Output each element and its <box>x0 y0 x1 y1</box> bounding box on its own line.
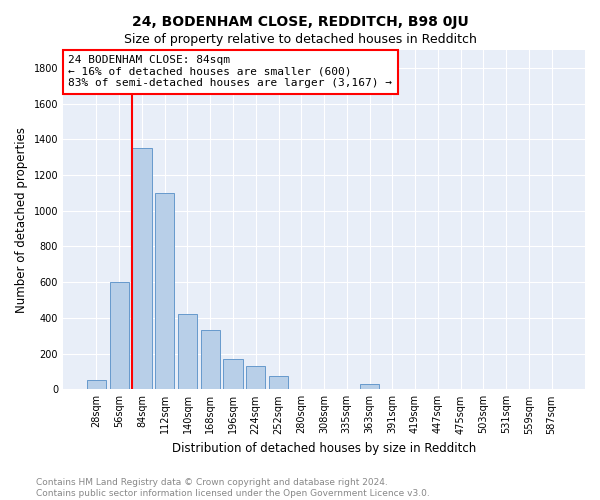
X-axis label: Distribution of detached houses by size in Redditch: Distribution of detached houses by size … <box>172 442 476 455</box>
Bar <box>246 366 265 390</box>
Bar <box>132 148 152 390</box>
Bar <box>110 282 129 390</box>
Text: 24 BODENHAM CLOSE: 84sqm
← 16% of detached houses are smaller (600)
83% of semi-: 24 BODENHAM CLOSE: 84sqm ← 16% of detach… <box>68 55 392 88</box>
Bar <box>87 380 106 390</box>
Bar <box>360 384 379 390</box>
Bar <box>223 359 242 390</box>
Text: Contains HM Land Registry data © Crown copyright and database right 2024.
Contai: Contains HM Land Registry data © Crown c… <box>36 478 430 498</box>
Bar <box>269 376 288 390</box>
Bar <box>155 193 175 390</box>
Text: Size of property relative to detached houses in Redditch: Size of property relative to detached ho… <box>124 32 476 46</box>
Y-axis label: Number of detached properties: Number of detached properties <box>15 126 28 312</box>
Bar <box>200 330 220 390</box>
Text: 24, BODENHAM CLOSE, REDDITCH, B98 0JU: 24, BODENHAM CLOSE, REDDITCH, B98 0JU <box>131 15 469 29</box>
Bar <box>178 314 197 390</box>
